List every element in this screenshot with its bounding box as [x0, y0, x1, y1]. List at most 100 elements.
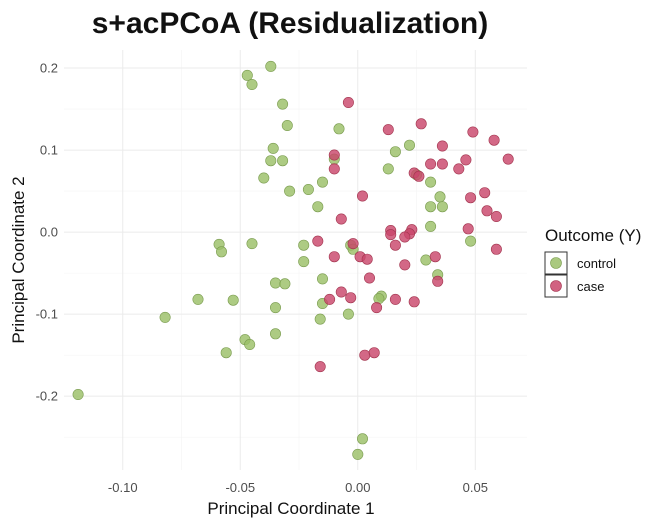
data-point-control: [373, 293, 385, 305]
data-point-case: [335, 286, 347, 298]
data-point-case: [481, 205, 493, 217]
data-point-control: [281, 120, 293, 132]
data-point-case: [371, 302, 383, 314]
y-axis-label: Principal Coordinate 2: [9, 176, 28, 343]
legend-label-case: case: [577, 279, 604, 294]
data-point-control: [298, 256, 310, 268]
data-point-case: [345, 292, 357, 304]
data-point-control: [227, 294, 239, 306]
data-point-control: [277, 98, 289, 110]
y-axis-ticks: -0.2 -0.1 0.0 0.1 0.2: [36, 61, 58, 404]
data-point-control: [284, 185, 296, 197]
data-point-case: [328, 251, 340, 263]
grid: [64, 50, 527, 470]
data-point-control: [302, 184, 314, 196]
x-axis-label: Principal Coordinate 1: [207, 499, 374, 518]
data-point-control: [265, 155, 277, 167]
data-point-case: [312, 235, 324, 247]
data-point-control: [298, 239, 310, 251]
data-point-case: [432, 275, 444, 287]
x-axis-ticks: -0.10 -0.05 0.00 0.05: [108, 480, 488, 495]
data-point-control: [312, 201, 324, 213]
data-point-case: [429, 251, 441, 263]
data-point-control: [425, 220, 437, 232]
data-point-case: [328, 149, 340, 161]
data-point-case: [324, 293, 336, 305]
data-point-case: [460, 154, 472, 166]
data-point-control: [258, 172, 270, 184]
data-point-control: [434, 191, 446, 203]
data-point-control: [382, 163, 394, 175]
data-point-control: [465, 235, 477, 247]
data-point-control: [403, 139, 415, 151]
data-point-control: [269, 302, 281, 314]
data-point-case: [488, 134, 500, 146]
legend-swatch-case: [550, 280, 562, 292]
data-point-control: [72, 388, 84, 400]
y-tick-label: -0.2: [36, 389, 58, 404]
data-point-control: [342, 308, 354, 320]
data-point-control: [244, 338, 256, 350]
data-point-case: [490, 243, 502, 255]
data-point-case: [399, 259, 411, 271]
data-point-case: [453, 163, 465, 175]
data-point-case: [314, 361, 326, 373]
data-point-control: [246, 79, 258, 91]
data-point-control: [277, 155, 289, 167]
legend-label-control: control: [577, 256, 616, 271]
data-point-control: [316, 273, 328, 285]
data-point-control: [269, 277, 281, 289]
data-point-control: [267, 142, 279, 154]
data-point-case: [356, 190, 368, 202]
data-point-control: [316, 176, 328, 188]
data-point-case: [342, 97, 354, 109]
data-point-control: [246, 238, 258, 250]
data-point-case: [363, 272, 375, 284]
data-point-case: [415, 118, 427, 130]
data-point-control: [192, 293, 204, 305]
data-point-control: [220, 347, 232, 359]
data-point-case: [479, 187, 491, 199]
data-point-control: [241, 69, 253, 81]
data-point-case: [385, 229, 397, 241]
data-point-case: [368, 347, 380, 359]
data-point-control: [420, 254, 432, 266]
legend-swatch-control: [550, 257, 562, 269]
data-point-case: [502, 153, 514, 165]
x-tick-label: 0.00: [345, 480, 370, 495]
data-point-control: [389, 146, 401, 158]
data-point-control: [265, 60, 277, 72]
x-tick-label: 0.05: [463, 480, 488, 495]
data-point-case: [467, 126, 479, 138]
data-point-case: [490, 211, 502, 223]
y-tick-label: 0.2: [40, 61, 58, 76]
data-point-case: [328, 163, 340, 175]
data-point-case: [389, 293, 401, 305]
data-point-case: [389, 239, 401, 251]
data-point-case: [462, 223, 474, 235]
data-point-control: [352, 448, 364, 460]
data-point-control: [269, 328, 281, 340]
data-point-case: [425, 158, 437, 170]
data-point-case: [335, 213, 347, 225]
data-point-control: [356, 433, 368, 445]
data-point-case: [408, 296, 420, 308]
y-tick-label: -0.1: [36, 307, 58, 322]
data-point-control: [314, 313, 326, 325]
data-point-case: [361, 253, 373, 265]
data-point-control: [216, 246, 228, 258]
data-point-control: [425, 176, 437, 188]
data-point-control: [279, 278, 291, 290]
chart-title: s+acPCoA (Residualization): [92, 7, 488, 40]
x-tick-label: -0.10: [108, 480, 138, 495]
legend-title: Outcome (Y): [545, 226, 641, 245]
data-point-case: [413, 170, 425, 182]
data-point-case: [399, 231, 411, 243]
data-point-case: [359, 349, 371, 361]
data-point-case: [347, 238, 359, 250]
data-point-control: [333, 123, 345, 135]
y-tick-label: 0.1: [40, 143, 58, 158]
data-point-case: [436, 140, 448, 152]
data-point-control: [425, 201, 437, 213]
